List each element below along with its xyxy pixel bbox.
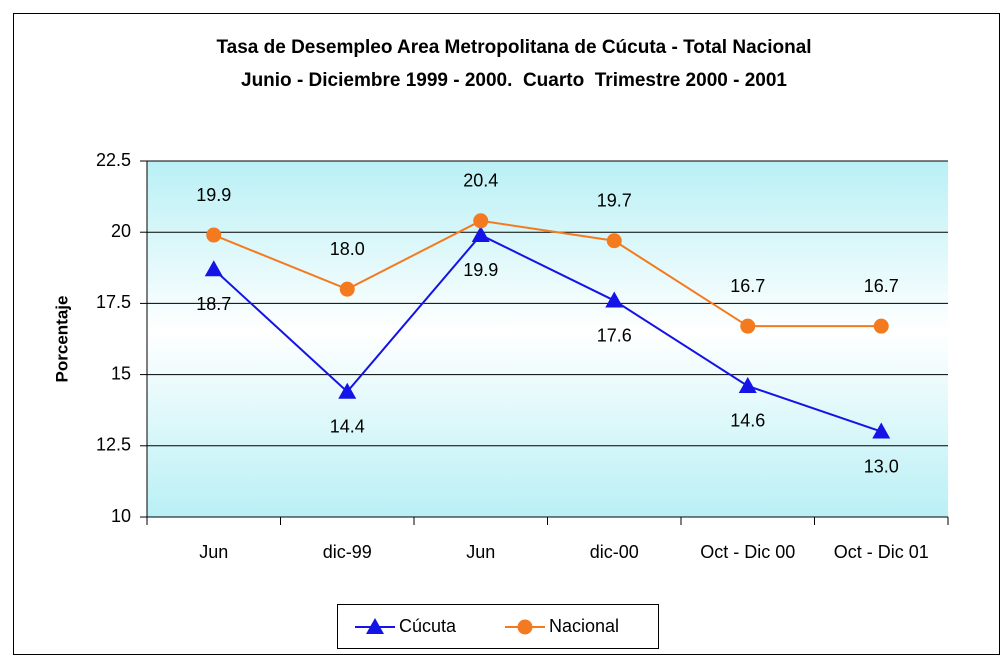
data-label: 16.7 — [864, 276, 899, 296]
data-label: 20.4 — [463, 171, 498, 191]
data-label: 13.0 — [864, 456, 899, 476]
data-point — [738, 376, 757, 393]
data-label: 17.6 — [597, 325, 632, 345]
series-line — [213, 233, 882, 433]
data-point — [206, 227, 222, 243]
data-point — [339, 281, 355, 297]
x-tick-label: Oct - Dic 01 — [834, 542, 929, 562]
y-tick-label: 22.5 — [96, 150, 131, 170]
chart-subtitle: Junio - Diciembre 1999 - 2000. Cuarto Tr… — [241, 70, 787, 91]
y-tick-label: 10 — [111, 506, 131, 526]
legend-marker — [366, 618, 384, 634]
data-label: 19.9 — [463, 260, 498, 280]
data-label: 19.7 — [597, 190, 632, 210]
chart-title: Tasa de Desempleo Area Metropolitana de … — [216, 37, 811, 58]
series-line — [213, 219, 882, 328]
data-label: 16.7 — [730, 276, 765, 296]
legend-label: Nacional — [549, 616, 619, 636]
data-label: 18.0 — [330, 239, 365, 259]
y-tick-label: 17.5 — [96, 292, 131, 312]
data-point — [873, 318, 889, 334]
data-label: 19.9 — [196, 185, 231, 205]
y-tick-label: 15 — [111, 363, 131, 383]
data-point — [204, 260, 223, 277]
x-tick-label: Jun — [466, 542, 495, 562]
data-point — [473, 213, 489, 229]
y-axis-title: Porcentaje — [52, 296, 71, 383]
legend-marker — [517, 619, 533, 635]
legend-label: Cúcuta — [399, 616, 457, 636]
x-tick-label: dic-99 — [323, 542, 372, 562]
x-tick-label: Oct - Dic 00 — [700, 542, 795, 562]
data-label: 14.6 — [730, 411, 765, 431]
data-label: 14.4 — [330, 416, 365, 436]
data-point — [471, 226, 490, 243]
data-point — [605, 291, 624, 308]
data-point — [872, 422, 891, 439]
data-label: 18.7 — [196, 294, 231, 314]
y-tick-label: 12.5 — [96, 435, 131, 455]
data-point — [740, 318, 756, 334]
plot-area — [147, 161, 948, 517]
y-tick-label: 20 — [111, 221, 131, 241]
data-point — [338, 382, 357, 399]
data-point — [606, 233, 622, 249]
x-tick-label: dic-00 — [590, 542, 639, 562]
x-tick-label: Jun — [199, 542, 228, 562]
